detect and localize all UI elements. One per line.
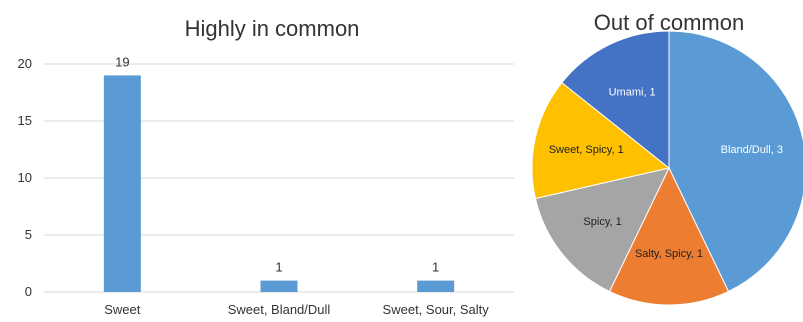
bar-y-axis: 0 5 10 15 20	[18, 56, 32, 299]
y-tick-label: 15	[18, 113, 32, 128]
bar-data-labels: 191 1	[115, 54, 439, 274]
pie-slice-label: Bland/Dull, 3	[721, 144, 783, 156]
bar-chart-title: Highly in common	[185, 16, 360, 41]
x-category-label: Sweet, Bland/Dull	[228, 302, 331, 317]
pie-slice	[531, 81, 671, 200]
pie-slice	[561, 30, 670, 170]
pie-slices	[531, 30, 803, 306]
x-category-label: Sweet, Sour, Salty	[383, 302, 490, 317]
y-tick-label: 0	[25, 284, 32, 299]
y-tick-label: 20	[18, 56, 32, 71]
y-tick-label: 5	[25, 227, 32, 242]
bar	[260, 280, 298, 292]
pie-slice	[534, 167, 670, 293]
bar-marks	[103, 75, 455, 293]
bar-data-label: 1	[275, 260, 282, 275]
bar-x-axis: Sweet Sweet, Bland/Dull Sweet, Sour, Salty	[104, 302, 489, 317]
bar-data-label: 1	[432, 260, 439, 275]
x-category-label: Sweet	[104, 302, 141, 317]
pie-slice-label: Salty, Spicy, 1	[635, 248, 703, 260]
pie-slice-label: Spicy, 1	[583, 216, 621, 228]
bar-data-label: 19	[115, 54, 129, 69]
pie-slice	[608, 166, 730, 306]
bar	[103, 75, 141, 293]
pie-slice-label: Sweet, Spicy, 1	[549, 144, 624, 156]
pie-slice-label: Umami, 1	[609, 86, 656, 98]
y-tick-label: 10	[18, 170, 32, 185]
bar	[417, 280, 455, 292]
pie-labels: Bland/Dull, 3 Salty, Spicy, 1 Spicy, 1 Swee…	[549, 86, 783, 259]
